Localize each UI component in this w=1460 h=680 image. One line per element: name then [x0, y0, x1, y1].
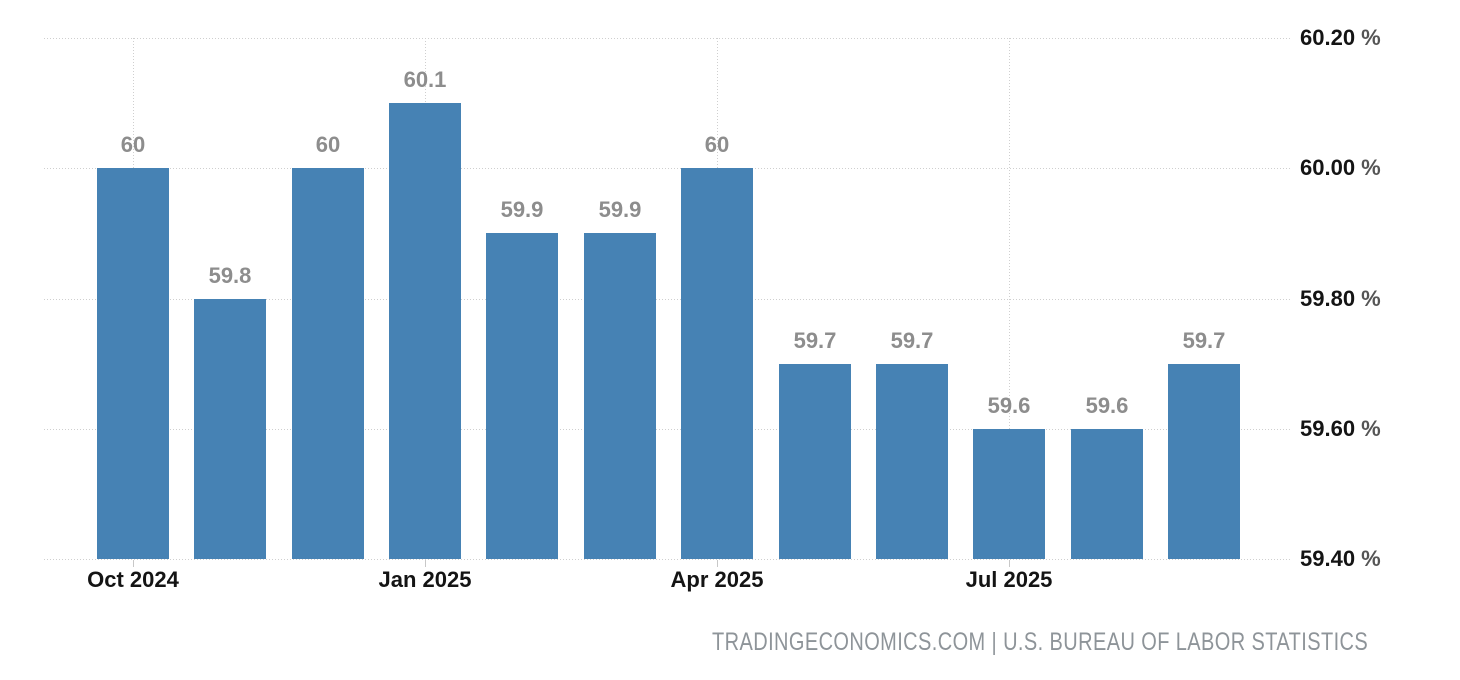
- y-tick-unit: %: [1355, 25, 1381, 50]
- y-tick-value: 59.40: [1300, 546, 1356, 571]
- bar-jun-2025[interactable]: [876, 364, 948, 559]
- bar-value-label: 60: [704, 132, 730, 157]
- y-tick-unit: %: [1355, 546, 1381, 571]
- bar-value-label: 59.7: [793, 328, 837, 353]
- x-tick-mark: [133, 560, 134, 567]
- h-gridline: [44, 559, 1290, 560]
- bar-dec-2024[interactable]: [292, 168, 364, 559]
- y-tick-label: 60.00 %: [1300, 154, 1381, 182]
- y-tick-value: 60.00: [1300, 155, 1356, 180]
- x-tick-label: Jan 2025: [378, 567, 472, 592]
- bar-oct-2024[interactable]: [97, 168, 169, 559]
- bar-jan-2025[interactable]: [389, 103, 461, 559]
- bar-value-label: 59.8: [208, 263, 252, 288]
- y-tick-label: 60.20 %: [1300, 24, 1381, 52]
- bar-mar-2025[interactable]: [584, 233, 656, 559]
- bar-value-label: 59.7: [890, 328, 934, 353]
- x-tick-mark: [717, 560, 718, 567]
- x-tick-label: Jul 2025: [965, 567, 1053, 592]
- bar-value-label: 59.6: [987, 393, 1031, 418]
- bar-aug-2025[interactable]: [1071, 429, 1143, 559]
- h-gridline: [44, 38, 1290, 39]
- h-gridline: [44, 299, 1290, 300]
- y-tick-value: 59.60: [1300, 416, 1356, 441]
- y-tick-unit: %: [1355, 416, 1381, 441]
- bar-value-label: 59.9: [500, 197, 544, 222]
- credit-line: TRADINGECONOMICS.COM | U.S. BUREAU OF LA…: [711, 628, 1368, 656]
- bar-may-2025[interactable]: [779, 364, 851, 559]
- x-tick-label: Apr 2025: [670, 567, 764, 592]
- x-tick-label: Oct 2024: [87, 567, 179, 592]
- h-gridline: [44, 168, 1290, 169]
- v-gridline: [1009, 38, 1010, 559]
- x-tick-mark: [425, 560, 426, 567]
- bar-value-label: 60.1: [403, 67, 447, 92]
- bar-value-label: 59.7: [1182, 328, 1226, 353]
- y-tick-unit: %: [1355, 286, 1381, 311]
- bar-value-label: 60: [120, 132, 146, 157]
- y-tick-label: 59.60 %: [1300, 415, 1381, 443]
- bar-value-label: 59.9: [598, 197, 642, 222]
- x-tick-mark: [1009, 560, 1010, 567]
- bar-apr-2025[interactable]: [681, 168, 753, 559]
- bar-value-label: 60: [315, 132, 341, 157]
- y-tick-value: 59.80: [1300, 286, 1356, 311]
- y-tick-label: 59.40 %: [1300, 545, 1381, 573]
- y-tick-label: 59.80 %: [1300, 285, 1381, 313]
- bar-jul-2025[interactable]: [973, 429, 1045, 559]
- bar-nov-2024[interactable]: [194, 299, 266, 559]
- h-gridline: [44, 429, 1290, 430]
- y-tick-value: 60.20: [1300, 25, 1356, 50]
- bar-value-label: 59.6: [1085, 393, 1129, 418]
- bar-sep-2025[interactable]: [1168, 364, 1240, 559]
- bar-feb-2025[interactable]: [486, 233, 558, 559]
- y-tick-unit: %: [1355, 155, 1381, 180]
